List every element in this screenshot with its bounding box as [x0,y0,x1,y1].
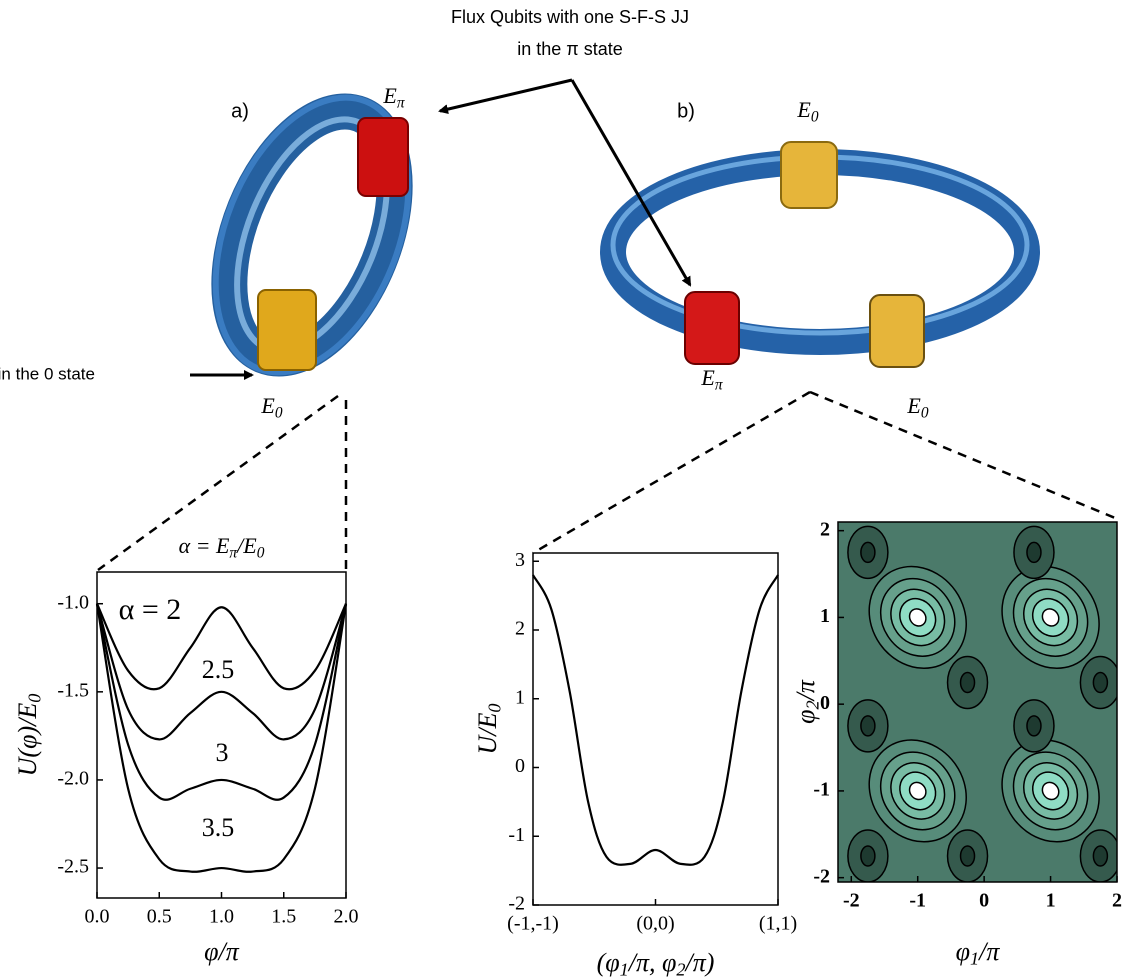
contour-min [861,716,875,736]
x-axis-label-part: 1 [970,949,979,969]
series-label: 2.5 [202,655,235,684]
y-tick-label: 1 [820,605,830,627]
contour-min [1027,716,1041,736]
contour-min [861,846,875,866]
y-tick-label: 3 [515,549,525,571]
x-axis-label-part: φ/π [204,937,240,966]
y-axis-label: φ2/π [791,679,823,724]
x-tick-label: 1.0 [209,906,234,928]
y-axis-label: U/E0 [473,704,505,755]
junction-0 [870,295,924,367]
junction-label: E0 [796,97,818,125]
x-tick-label: 1 [1046,890,1056,912]
y-tick-label: 0 [515,755,525,777]
x-axis-label-part: φ [956,937,970,966]
series-label: 3.5 [202,813,235,842]
y-axis-label-part: U(φ)/E [13,703,42,777]
x-tick-label: -1 [909,890,926,912]
panel-label: b) [677,100,695,122]
junction-label: E0 [906,393,928,421]
figure: Flux Qubits with one S-F-S JJ in the π s… [0,0,1127,978]
junction-label-part: E [906,393,921,418]
chart-title-part: /E [235,533,257,558]
y-tick-label: -2.5 [57,856,89,878]
contour-min [1027,542,1041,562]
contour-plot [838,522,1120,882]
annotation: SIS JJ in the 0 state [0,364,95,383]
chart-title: α = Eπ/E0 [179,533,265,561]
y-tick-label: 2 [820,518,830,540]
y-axis-label-part: U/E [473,712,502,754]
x-axis-label-part: /π [977,937,1000,966]
x-tick-label: 1.5 [271,906,296,928]
x-axis-label-part: /π) [683,948,714,977]
y-axis-label-part: 0 [25,694,45,703]
series-label: α = 2 [119,593,182,626]
junction-label-part: 0 [811,108,819,125]
line-series [97,604,346,800]
y-tick-label: 1 [515,686,525,708]
y-tick-label: -1 [508,824,525,846]
junction-label-part: π [397,94,406,111]
junction-0 [781,142,837,208]
y-axis-label-part: 0 [485,704,505,713]
contour-min [1093,672,1107,692]
figure-title: Flux Qubits with one S-F-S JJ [451,7,689,27]
y-axis-label-part: φ [791,709,820,723]
y-tick-label: -2.0 [57,768,89,790]
junction-label-part: E [700,365,715,390]
plot-frame [533,553,778,905]
x-tick-label: -2 [843,890,860,912]
arrow [440,80,572,111]
x-tick-label: 2 [1112,890,1122,912]
junction-label: Eπ [700,365,723,393]
chart-title-part: 0 [257,544,265,561]
y-axis-label: U(φ)/E0 [13,694,45,777]
x-axis-label-part: (φ [597,948,620,977]
contour-min [1093,846,1107,866]
junction-label-part: 0 [275,404,283,421]
junction-label-part: E [382,83,397,108]
y-axis-label-part: 2 [803,700,823,709]
x-axis-label: (φ1/π, φ2/π) [597,948,715,978]
junction-pi [685,292,739,364]
contour-min [861,542,875,562]
junction-pi [358,118,408,196]
contour-min [961,846,975,866]
x-tick-label: (-1,-1) [507,913,559,935]
junction-0 [258,290,316,370]
series-label: 3 [216,738,229,767]
x-axis-label-part: 1 [620,960,629,978]
y-tick-label: -1.5 [57,679,89,701]
x-axis-label-part: /π, φ [627,948,677,977]
y-axis-label-part: /π [791,679,820,702]
junction-label-part: 0 [921,404,929,421]
junction-label-part: π [715,376,724,393]
y-tick-label: -2 [508,893,525,915]
x-axis-label: φ/π [204,937,240,966]
x-tick-label: 0.5 [147,906,172,928]
junction-label: E0 [260,393,282,421]
junction-label: Eπ [382,83,405,111]
y-tick-label: -1 [813,779,830,801]
x-tick-label: (0,0) [636,913,674,935]
figure-title: in the π state [517,39,622,59]
x-tick-label: 0 [979,890,989,912]
x-tick-label: (1,1) [759,913,797,935]
junction-label-part: E [260,393,275,418]
y-tick-label: -1.0 [57,591,89,613]
junction-label-part: E [796,97,811,122]
panel-label: a) [231,100,249,122]
x-tick-label: 2.0 [334,906,359,928]
x-tick-label: 0.0 [85,906,110,928]
x-axis-label-part: 2 [676,960,685,978]
x-axis-label: φ1/π [956,937,1001,969]
line-series [533,575,778,865]
contour-min [961,672,975,692]
y-tick-label: 2 [515,618,525,640]
y-tick-label: -2 [813,865,830,887]
chart-title-part: α = E [179,533,230,558]
